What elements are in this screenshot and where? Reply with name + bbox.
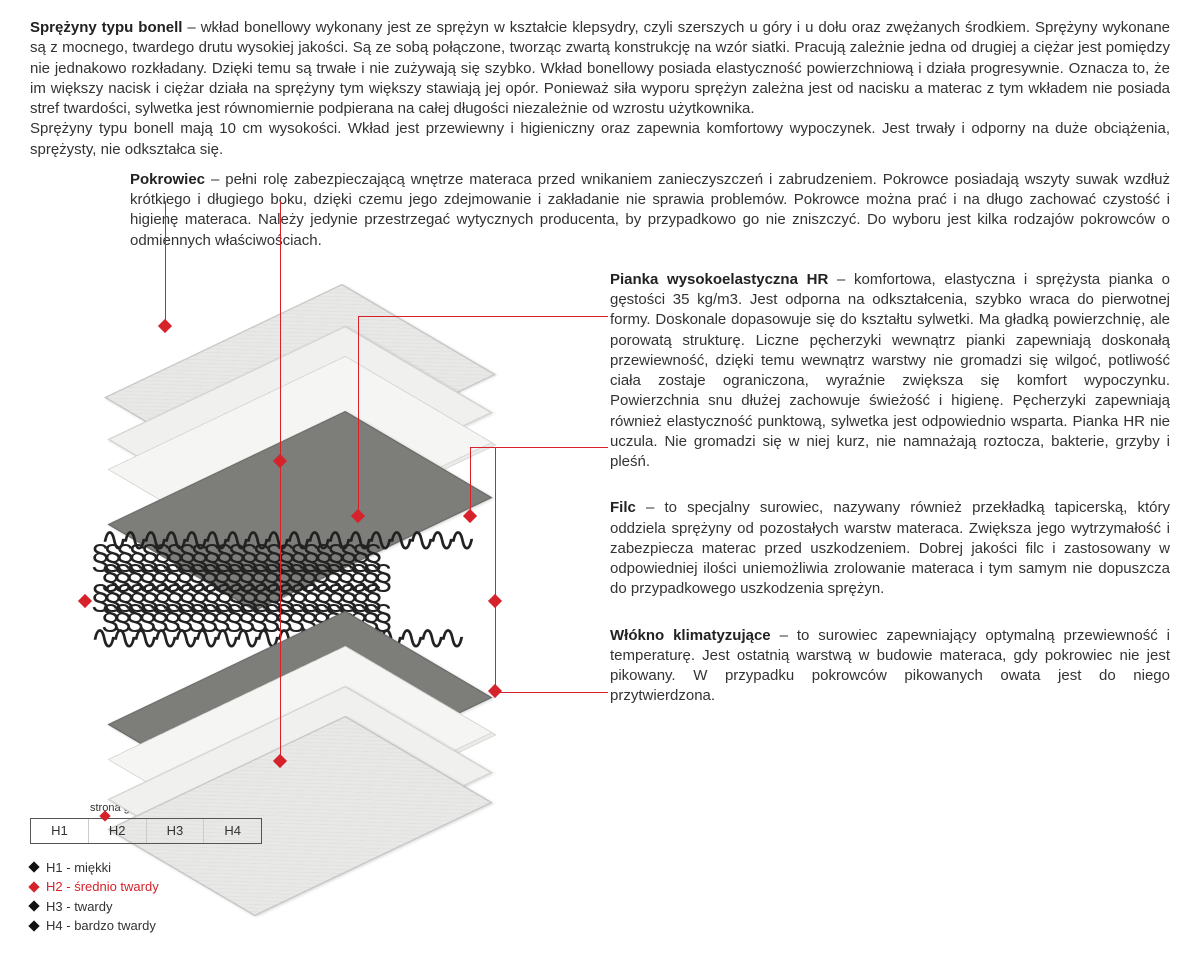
section-wlokno: Włókno klimatyzujące – to surowiec zapew…	[610, 626, 1170, 707]
legend-code: H2	[46, 879, 63, 894]
heading-wlokno: Włókno klimatyzujące	[610, 627, 771, 644]
mattress-exploded-diagram: ∿∿∿∿∿∿∿∿∿∿∿∿∿∿∿∿∿∿ §§§§§§§§§§§§§§§§§§§§§…	[30, 261, 590, 781]
heading-sprezyny: Sprężyny typu bonell	[30, 19, 182, 36]
section-filc: Filc – to specjalny surowiec, nazywany r…	[610, 498, 1170, 599]
section-pianka: Pianka wysokoelastyczna HR – komfortowa,…	[610, 270, 1170, 473]
legend-code: H1	[46, 860, 63, 875]
text-pokrowiec: – pełni rolę zabezpieczającą wnętrze mat…	[130, 171, 1170, 249]
diamond-black-icon	[28, 901, 39, 912]
lead-line	[495, 692, 608, 693]
marker-icon	[488, 594, 502, 608]
section-pokrowiec: Pokrowiec – pełni rolę zabezpieczającą w…	[30, 170, 1170, 251]
heading-filc: Filc	[610, 499, 636, 516]
hardness-cell-h1: H1	[31, 819, 89, 843]
lead-line	[165, 201, 166, 326]
lead-line	[358, 316, 608, 317]
diamond-black-icon	[28, 920, 39, 931]
para-sprezyny-2: Sprężyny typu bonell mają 10 cm wysokośc…	[30, 119, 1170, 160]
lead-line	[470, 447, 471, 517]
lead-line	[495, 447, 608, 448]
text-sprezyny-1: – wkład bonellowy wykonany jest ze spręż…	[30, 19, 1170, 117]
lead-line	[358, 316, 359, 516]
text-pianka: – komfortowa, elastyczna i sprężysta pia…	[610, 271, 1170, 470]
legend-label: twardy	[74, 899, 112, 914]
layer-pokrowiec-bottom	[140, 706, 460, 926]
hardness-cell-h2: H2	[89, 819, 147, 843]
hardness-table: H1 H2 H3 H4	[30, 818, 262, 844]
heading-pokrowiec: Pokrowiec	[130, 171, 205, 188]
diamond-red-icon	[28, 881, 39, 892]
lead-line	[280, 201, 281, 761]
heading-pianka: Pianka wysokoelastyczna HR	[610, 271, 828, 288]
para-sprezyny-1: Sprężyny typu bonell – wkład bonellowy w…	[30, 18, 1170, 119]
legend-code: H4	[46, 918, 63, 933]
text-filc: – to specjalny surowiec, nazywany równie…	[610, 499, 1170, 597]
hardness-cell-h4: H4	[204, 819, 261, 843]
section-sprezyny: Sprężyny typu bonell – wkład bonellowy w…	[30, 18, 1170, 160]
hardness-cell-h3: H3	[147, 819, 205, 843]
lead-line	[495, 447, 496, 692]
legend-code: H3	[46, 899, 63, 914]
legend-label: miękki	[74, 860, 111, 875]
diamond-black-icon	[28, 862, 39, 873]
